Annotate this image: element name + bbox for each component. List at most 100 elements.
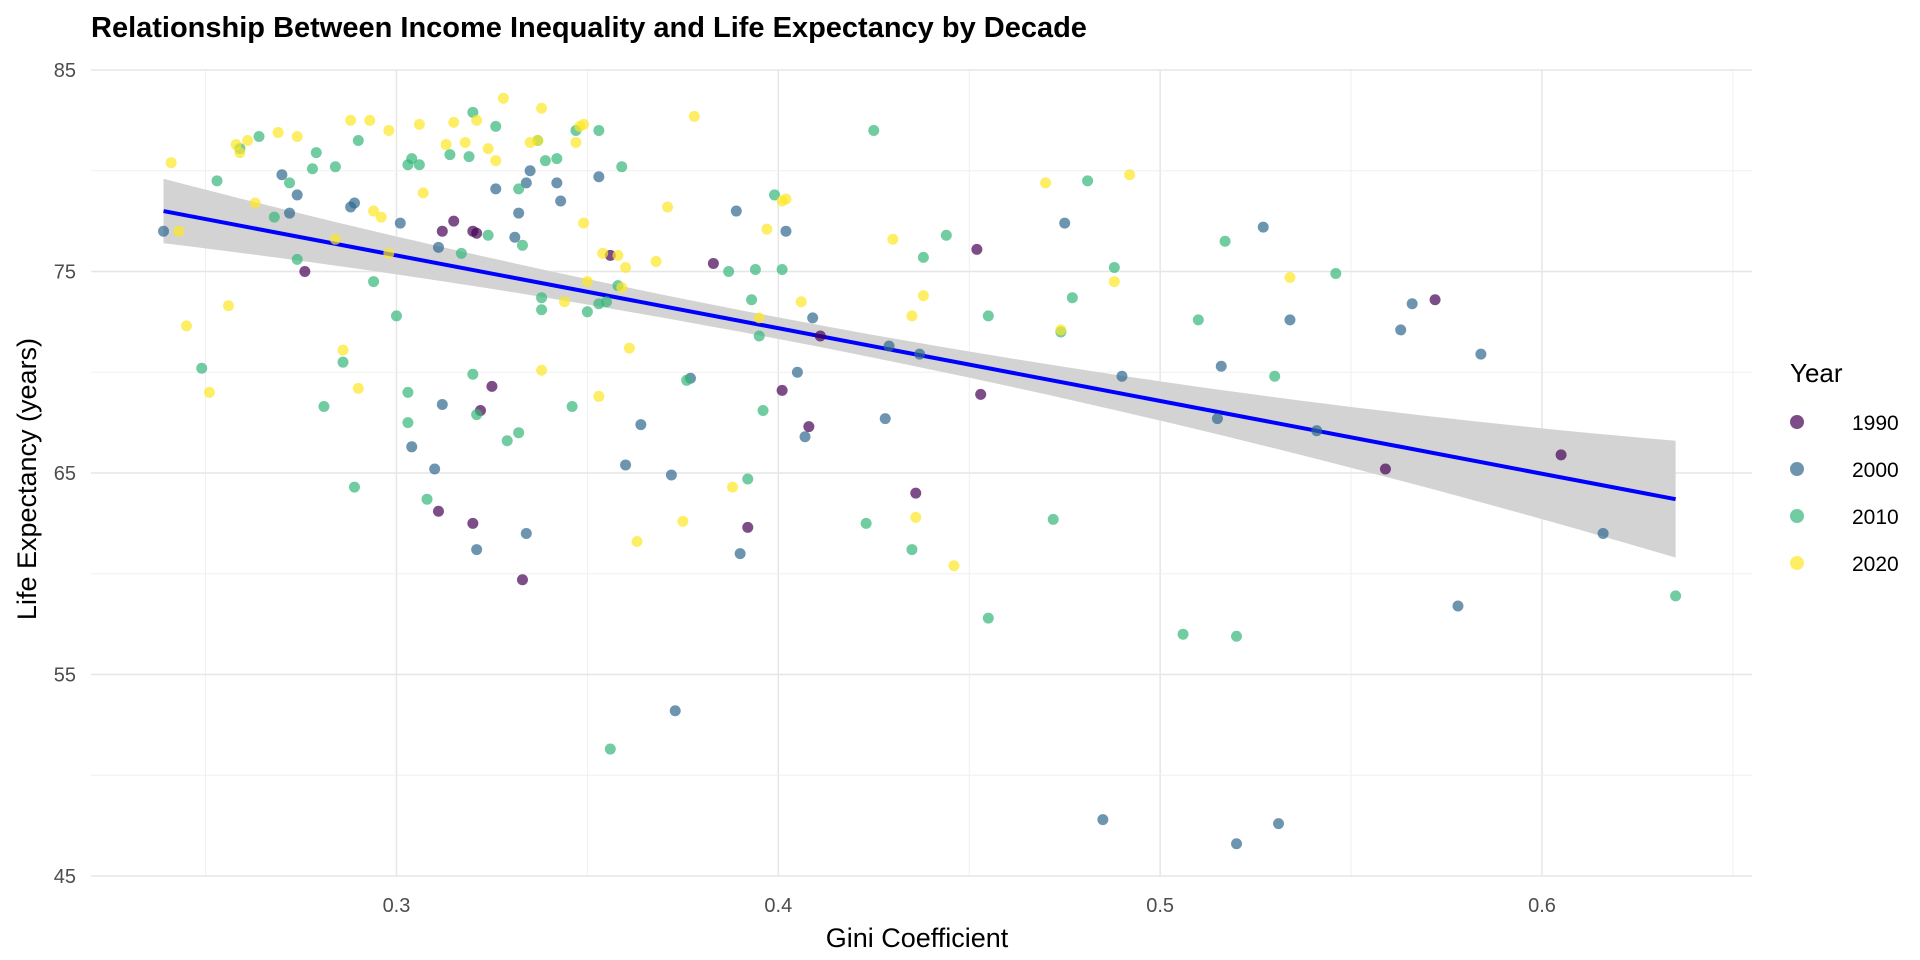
data-point-2020 [249,197,261,209]
data-point-2010 [753,330,765,342]
data-point-2010 [516,239,528,251]
data-point-2000 [669,705,681,717]
data-point-1990 [471,227,483,239]
data-point-2010 [1269,370,1281,382]
data-point-2020 [448,116,460,128]
data-point-2020 [688,110,700,122]
y-axis-ticks: 45 55 65 75 85 [54,60,76,888]
data-point-2000 [394,217,406,229]
legend-label-2020: 2020 [1852,553,1899,576]
y-tick-label: 75 [54,262,76,284]
data-point-2010 [368,276,380,288]
data-point-2020 [459,137,471,149]
data-point-2020 [375,211,387,223]
data-point-2020 [291,130,303,142]
confidence-band [163,178,1676,558]
data-point-2000 [291,189,303,201]
data-point-2020 [662,201,674,213]
data-point-2010 [1082,175,1094,187]
data-point-2010 [757,405,769,417]
data-point-2020 [558,296,570,308]
data-point-2000 [158,225,170,237]
y-tick-label: 85 [54,60,76,82]
data-point-2020 [631,536,643,548]
data-point-2020 [726,481,738,493]
data-point-2010 [1047,513,1059,525]
data-point-2020 [780,193,792,205]
data-point-2020 [910,511,922,523]
data-point-2010 [421,493,433,505]
data-point-2000 [1059,217,1071,229]
data-point-2010 [776,263,788,275]
data-point-2010 [402,386,414,398]
data-point-2000 [734,548,746,560]
data-point-2010 [536,292,548,304]
data-point-2000 [799,431,811,443]
legend: Year 1990 2000 2010 2020 [1790,358,1899,576]
data-point-1990 [1429,294,1441,306]
data-point-2020 [440,139,452,151]
data-point-2000 [1284,314,1296,326]
data-point-1990 [803,421,815,433]
data-point-2000 [429,463,441,475]
data-point-2010 [1670,590,1682,602]
data-point-2010 [211,175,223,187]
data-point-2010 [352,135,364,147]
data-point-2000 [1395,324,1407,336]
data-point-2010 [253,130,265,142]
data-point-2020 [623,342,635,354]
data-point-2000 [551,177,563,189]
data-point-2010 [768,189,780,201]
data-point-2020 [536,102,548,114]
data-point-2020 [417,187,429,199]
data-point-2000 [284,207,296,219]
data-point-2000 [879,413,891,425]
data-point-2010 [513,183,525,195]
legend-label-1990: 1990 [1852,412,1899,435]
data-point-2020 [1124,169,1136,181]
data-point-1990 [707,257,719,269]
data-point-2000 [780,225,792,237]
data-point-2020 [368,205,380,217]
data-point-2020 [329,233,341,245]
data-point-2010 [1066,292,1078,304]
data-point-2020 [165,157,177,169]
data-point-2000 [348,197,360,209]
data-point-2020 [532,135,544,147]
data-point-2000 [635,419,647,431]
data-point-2000 [1231,838,1243,850]
data-point-2010 [444,149,456,161]
data-point-2020 [222,300,234,312]
data-point-2000 [276,169,288,181]
data-point-2010 [463,151,475,163]
data-point-2000 [1311,425,1323,437]
data-point-2000 [406,441,418,453]
data-point-2000 [555,195,567,207]
data-point-2020 [581,276,593,288]
data-point-2010 [196,362,208,374]
data-point-2010 [490,120,502,132]
data-point-2000 [1597,527,1609,539]
data-point-2010 [982,310,994,322]
data-point-2020 [234,147,246,159]
data-point-1990 [467,517,479,529]
data-point-2010 [593,124,605,136]
y-tick-label: 55 [54,665,76,687]
data-point-2020 [578,118,590,130]
data-point-2020 [650,255,662,267]
data-point-2000 [620,459,632,471]
data-point-2000 [1406,298,1418,310]
data-point-2010 [284,177,296,189]
data-point-2010 [1192,314,1204,326]
legend-key-2020 [1790,556,1804,570]
data-point-2000 [1452,600,1464,612]
data-point-2010 [742,473,754,485]
data-point-2020 [597,247,609,259]
data-point-2000 [490,183,502,195]
data-point-2020 [383,124,395,136]
data-point-1990 [448,215,460,227]
data-point-2010 [539,155,551,167]
data-point-2020 [906,310,918,322]
data-point-1990 [1555,449,1567,461]
